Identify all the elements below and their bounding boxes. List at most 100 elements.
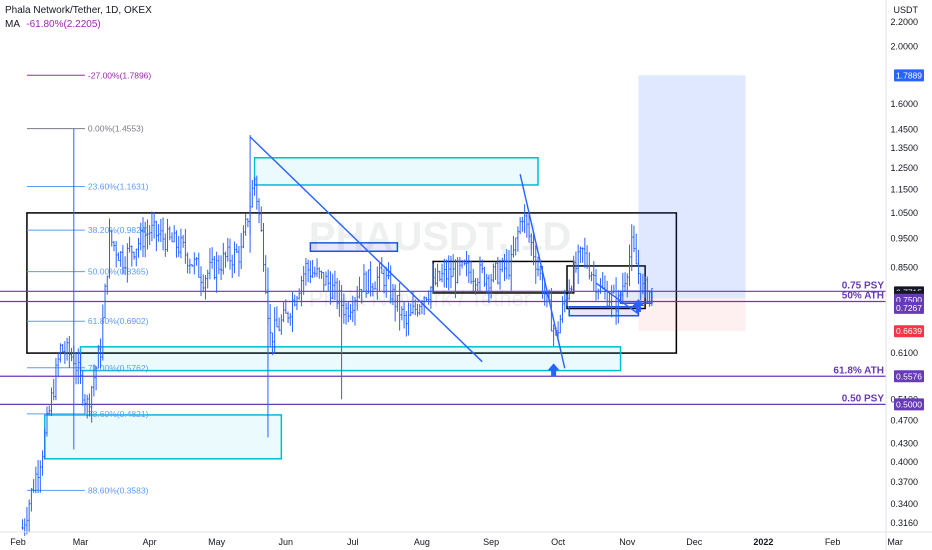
candle — [43, 428, 46, 460]
price-tag-text: 0.5576 — [896, 371, 922, 381]
candle — [262, 222, 265, 272]
x-tick-label: Feb — [10, 537, 26, 547]
trendline — [595, 282, 639, 315]
candle — [235, 243, 238, 254]
candle — [648, 291, 651, 307]
candle — [391, 284, 394, 305]
candle — [95, 366, 98, 391]
y-tick-label: 1.4500 — [890, 125, 918, 135]
price-tag-bg — [894, 398, 924, 411]
candle — [617, 289, 620, 324]
candle — [427, 290, 430, 305]
candle — [150, 211, 153, 242]
indicator-value: -61.80%(2.2205) — [26, 19, 101, 30]
candle — [487, 274, 490, 304]
y-tick-label: 1.2500 — [890, 163, 918, 173]
zone-demand-zone-low — [44, 414, 283, 460]
candle — [200, 266, 203, 297]
fib-layer: -27.00%(1.7896) 0.00%(1.4553) 23.60%(1.163… — [26, 70, 151, 495]
candle — [253, 176, 256, 196]
candle — [472, 268, 475, 293]
time-axis: Feb Mar Apr May Jun Jul Aug Sep Oct Nov Dec 2022 Feb… — [0, 531, 932, 547]
candle — [441, 263, 444, 283]
candle — [244, 213, 247, 236]
candle — [650, 287, 653, 307]
price-tag: 1.7889 — [894, 69, 924, 82]
candle — [514, 237, 517, 256]
candle — [461, 260, 464, 269]
candle — [195, 257, 198, 266]
candle — [184, 228, 187, 264]
candle — [581, 247, 584, 263]
candle — [289, 312, 292, 326]
candle — [97, 345, 100, 369]
candles-layer — [21, 128, 653, 536]
candle — [360, 288, 363, 304]
candle — [86, 394, 89, 419]
candle — [320, 270, 323, 279]
candle — [570, 285, 573, 294]
candle — [110, 230, 113, 247]
candle — [521, 216, 524, 232]
x-tick-label: Nov — [619, 537, 636, 547]
x-tick-label: Feb — [825, 537, 841, 547]
candle — [21, 519, 24, 530]
candle — [224, 251, 227, 268]
candle — [177, 236, 180, 257]
candle — [407, 302, 410, 336]
candle — [25, 507, 28, 535]
candle — [309, 260, 312, 284]
candle — [39, 460, 42, 493]
candle — [365, 271, 368, 298]
candle — [117, 252, 120, 261]
candle — [144, 221, 147, 258]
y-tick-label: 0.4000 — [890, 457, 918, 467]
candle — [568, 279, 571, 301]
candle — [237, 246, 240, 277]
candle — [298, 288, 301, 300]
candle — [465, 250, 468, 277]
candle — [280, 314, 283, 335]
candle — [606, 280, 609, 309]
candle — [139, 222, 142, 251]
candle — [356, 286, 359, 311]
candle — [146, 219, 149, 250]
candle — [202, 274, 205, 293]
y-tick-label: 1.3500 — [890, 143, 918, 153]
fib-label: 78.60%(0.4821) — [88, 409, 149, 419]
candle — [155, 220, 158, 252]
candle — [295, 295, 298, 311]
candle — [258, 198, 261, 224]
candle — [403, 300, 406, 329]
candle — [351, 295, 354, 323]
candle — [559, 314, 562, 334]
y-tick-label: 0.3160 — [890, 518, 918, 528]
y-tick-label: 2.2000 — [890, 17, 918, 27]
arrows-layer — [547, 298, 645, 377]
candle — [561, 296, 564, 323]
symbol-title[interactable]: Phala Network/Tether, 1D, OKEX — [5, 5, 152, 16]
candle — [164, 233, 167, 257]
price-tag: 0.5000 — [894, 398, 924, 411]
x-tick-label: Sep — [483, 537, 499, 547]
candle — [104, 283, 107, 319]
price-axis: USDT 2.2000 2.0000 1.6000 1.4500 1.3500 1.2500… — [885, 0, 919, 550]
candle — [409, 303, 412, 316]
indicator-row[interactable]: MA -61.80%(2.2205) — [5, 18, 152, 32]
candle — [478, 256, 481, 291]
candle — [474, 278, 477, 295]
candle — [347, 301, 350, 323]
candle — [278, 317, 281, 332]
candle — [66, 337, 69, 361]
zone-demand-zone-main — [79, 346, 622, 372]
axis-unit: USDT — [894, 5, 919, 15]
price-tag-bg — [894, 325, 924, 338]
candle — [436, 263, 439, 288]
x-tick-label: Oct — [551, 537, 566, 547]
candle — [50, 387, 53, 417]
candle — [92, 364, 95, 397]
candle — [630, 224, 633, 272]
candle — [329, 271, 332, 305]
candle — [619, 291, 622, 300]
